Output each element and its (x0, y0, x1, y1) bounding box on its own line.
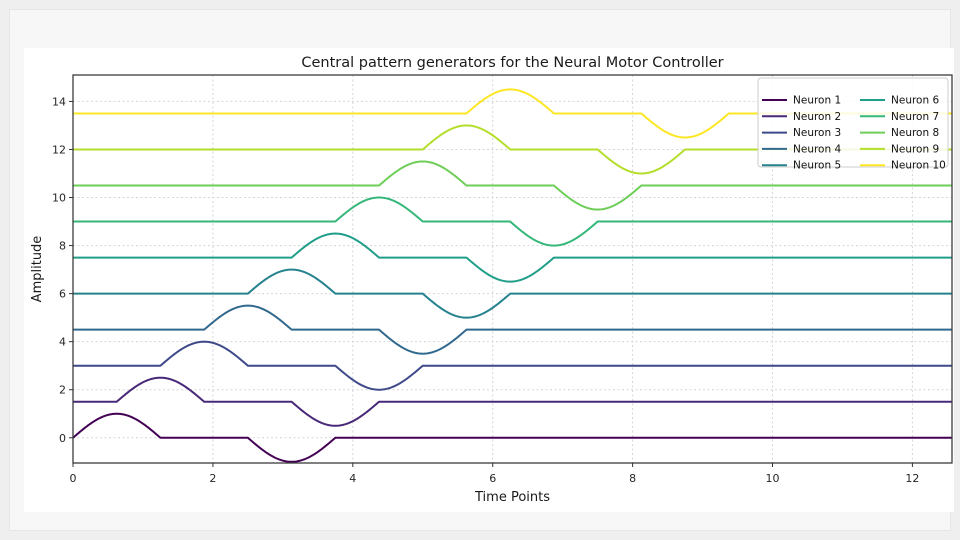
series-line-neuron-5 (73, 268, 952, 319)
axes-spines (72, 74, 953, 464)
x-tick-label: 0 (70, 472, 77, 485)
legend-item-label: Neuron 7 (891, 111, 939, 123)
series-line-neuron-1 (72, 412, 952, 463)
y-tick-label: 12 (52, 143, 66, 156)
series-line-neuron-4 (73, 304, 952, 355)
legend-item-label: Neuron 10 (891, 160, 946, 172)
y-tick-label: 0 (59, 432, 66, 445)
legend-item-label: Neuron 3 (793, 127, 841, 139)
y-tick-label: 8 (59, 240, 66, 253)
legend-item-label: Neuron 9 (891, 143, 939, 155)
y-tick-label: 10 (52, 192, 66, 205)
chart-title: Central pattern generators for the Neura… (301, 55, 723, 71)
legend: Neuron 1 Neuron 2 Neuron 3 Neuron 4 Neuron 5… (757, 77, 949, 172)
figure-panel: 0 2 4 6 8 10 12 0 2 4 6 8 10 12 14 Neuron 1 Neuron 2 Neu… (9, 9, 954, 531)
legend-item-label: Neuron 2 (793, 111, 841, 123)
y-tick-label: 4 (59, 336, 66, 349)
x-tick-label: 2 (209, 472, 216, 485)
legend-item-label: Neuron 6 (891, 95, 939, 107)
y-tick-label: 2 (59, 384, 66, 397)
x-axis-label: Time Points (474, 490, 550, 505)
x-tick-label: 10 (766, 472, 780, 485)
legend-box (757, 77, 949, 168)
x-tick-label: 8 (629, 472, 636, 485)
x-tick-label: 6 (489, 472, 496, 485)
series-line-neuron-6 (73, 232, 952, 283)
tick-layer: 0 2 4 6 8 10 12 0 2 4 6 8 10 12 14 (52, 95, 919, 485)
series-line-neuron-2 (73, 376, 952, 427)
legend-item-label: Neuron 8 (891, 127, 939, 139)
series-line-neuron-3 (73, 340, 952, 391)
y-tick-label: 14 (52, 95, 66, 108)
x-tick-label: 12 (905, 472, 919, 485)
axes-frame (72, 74, 953, 464)
series-line-neuron-8 (73, 160, 952, 211)
legend-item-label: Neuron 1 (793, 95, 841, 107)
legend-item-label: Neuron 4 (793, 143, 841, 155)
y-tick-label: 6 (59, 288, 66, 301)
x-tick-label: 4 (349, 472, 356, 485)
legend-item-label: Neuron 5 (793, 160, 841, 172)
chart-figure: 0 2 4 6 8 10 12 0 2 4 6 8 10 12 14 Neuron 1 Neuron 2 Neu… (24, 48, 954, 512)
y-axis-label: Amplitude (30, 236, 45, 303)
series-line-neuron-7 (73, 196, 952, 247)
